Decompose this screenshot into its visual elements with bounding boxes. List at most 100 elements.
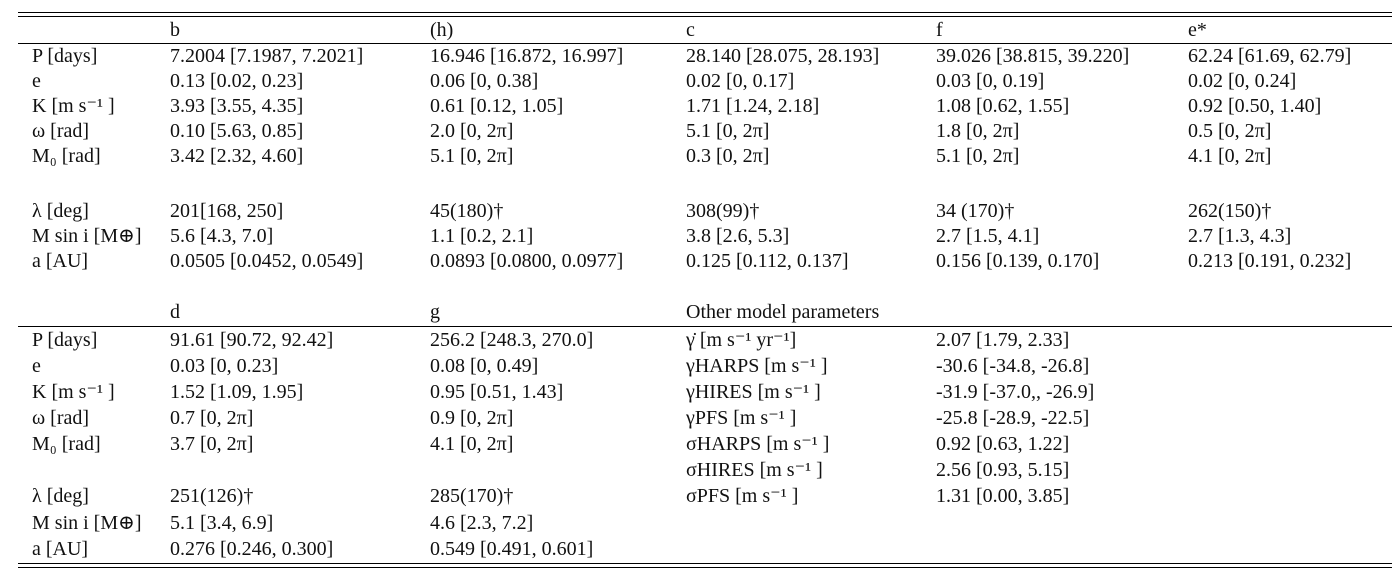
table-cell: 285(170)† [430,485,514,507]
table-cell: M₀ [rad] [32,145,101,167]
table-cell: 0.9 [0, 2π] [430,407,514,429]
table-cell: 0.08 [0, 0.49] [430,355,539,377]
table-cell: 0.95 [0.51, 1.43] [430,381,564,403]
table-cell: 1.8 [0, 2π] [936,120,1020,142]
table-top-rule-2 [18,16,1392,17]
table-cell: 1.08 [0.62, 1.55] [936,95,1070,117]
table-cell: σHIRES [m s⁻¹ ] [686,459,823,481]
table-cell: 0.03 [0, 0.19] [936,70,1045,92]
table-cell: γHARPS [m s⁻¹ ] [686,355,828,377]
table-top-rule [18,12,1392,13]
table-cell: 0.92 [0.63, 1.22] [936,433,1070,455]
table-cell: 28.140 [28.075, 28.193] [686,45,880,67]
table-cell: c [686,19,695,41]
table-cell: M sin i [M⊕] [32,225,142,247]
table-cell: 2.7 [1.3, 4.3] [1188,225,1292,247]
table-cell: 308(99)† [686,200,760,222]
table-cell: 91.61 [90.72, 92.42] [170,329,334,351]
table-cell: P [days] [32,45,98,67]
table-cell: 1.31 [0.00, 3.85] [936,485,1070,507]
table-cell: 3.42 [2.32, 4.60] [170,145,304,167]
table-cell: 34 (170)† [936,200,1015,222]
table-cell: e [32,70,41,92]
table-cell: σHARPS [m s⁻¹ ] [686,433,830,455]
table-cell: 0.92 [0.50, 1.40] [1188,95,1322,117]
table-cell: γ̇ [m s⁻¹ yr⁻¹] [686,329,797,351]
table-cell: -25.8 [-28.9, -22.5] [936,407,1090,429]
table-cell: 3.8 [2.6, 5.3] [686,225,790,247]
table-cell: 1.1 [0.2, 2.1] [430,225,534,247]
table-cell: g [430,301,440,323]
table-cell: 3.7 [0, 2π] [170,433,254,455]
table-cell: e [32,355,41,377]
table-cell: 0.0893 [0.0800, 0.0977] [430,250,624,272]
table-cell: a [AU] [32,250,89,272]
table-cell: 0.61 [0.12, 1.05] [430,95,564,117]
table-cell: 4.1 [0, 2π] [430,433,514,455]
table-cell: 5.1 [3.4, 6.9] [170,512,274,534]
table-cell: K [m s⁻¹ ] [32,381,115,403]
table-cell: b [170,19,180,41]
table-cell: d [170,301,180,323]
table-cell: 2.0 [0, 2π] [430,120,514,142]
table-cell: Other model parameters [686,301,880,323]
table-cell: 0.5 [0, 2π] [1188,120,1272,142]
table-cell: 0.125 [0.112, 0.137] [686,250,849,272]
table-cell: λ [deg] [32,200,89,222]
table-cell: 16.946 [16.872, 16.997] [430,45,624,67]
table-cell: 5.1 [0, 2π] [936,145,1020,167]
table-cell: 0.02 [0, 0.24] [1188,70,1297,92]
table-cell: 62.24 [61.69, 62.79] [1188,45,1352,67]
table-cell: 1.52 [1.09, 1.95] [170,381,304,403]
table-cell: γHIRES [m s⁻¹ ] [686,381,821,403]
table-cell: 0.3 [0, 2π] [686,145,770,167]
header-rule-2 [18,326,1392,327]
table-cell: γPFS [m s⁻¹ ] [686,407,797,429]
table-cell: 251(126)† [170,485,254,507]
table-cell: -30.6 [-34.8, -26.8] [936,355,1090,377]
table-cell: ω [rad] [32,407,90,429]
table-cell: e* [1188,19,1207,41]
table-cell: 0.13 [0.02, 0.23] [170,70,304,92]
table-cell: 0.549 [0.491, 0.601] [430,538,594,560]
table-bottom-rule-2 [18,567,1392,568]
table-cell: P [days] [32,329,98,351]
table-cell: 262(150)† [1188,200,1272,222]
table-cell: λ [deg] [32,485,89,507]
table-cell: 39.026 [38.815, 39.220] [936,45,1130,67]
table-cell: 4.6 [2.3, 7.2] [430,512,534,534]
table-cell: 0.03 [0, 0.23] [170,355,279,377]
table-bottom-rule [18,563,1392,564]
table-cell: 0.06 [0, 0.38] [430,70,539,92]
table-cell: 0.7 [0, 2π] [170,407,254,429]
table-cell: 0.156 [0.139, 0.170] [936,250,1100,272]
table-cell: 4.1 [0, 2π] [1188,145,1272,167]
table-cell: 0.213 [0.191, 0.232] [1188,250,1352,272]
table-cell: 2.07 [1.79, 2.33] [936,329,1070,351]
table-cell: 0.02 [0, 0.17] [686,70,795,92]
table-cell: (h) [430,19,454,41]
table-cell: a [AU] [32,538,89,560]
table-cell: 201[168, 250] [170,200,284,222]
table-cell: M₀ [rad] [32,433,101,455]
table-cell: 0.276 [0.246, 0.300] [170,538,334,560]
table-cell: -31.9 [-37.0,, -26.9] [936,381,1095,403]
table-cell: 5.1 [0, 2π] [430,145,514,167]
table-cell: K [m s⁻¹ ] [32,95,115,117]
table-cell: M sin i [M⊕] [32,512,142,534]
table-cell: 1.71 [1.24, 2.18] [686,95,820,117]
table-cell: 5.1 [0, 2π] [686,120,770,142]
table-cell: 45(180)† [430,200,504,222]
table-cell: 0.0505 [0.0452, 0.0549] [170,250,364,272]
table-cell: 7.2004 [7.1987, 7.2021] [170,45,364,67]
table-cell: 2.7 [1.5, 4.1] [936,225,1040,247]
table-cell: σPFS [m s⁻¹ ] [686,485,799,507]
table-cell: 3.93 [3.55, 4.35] [170,95,304,117]
table-cell: ω [rad] [32,120,90,142]
table-cell: 5.6 [4.3, 7.0] [170,225,274,247]
header-rule-1 [18,43,1392,44]
table-cell: 2.56 [0.93, 5.15] [936,459,1070,481]
table-cell: f [936,19,943,41]
table-cell: 256.2 [248.3, 270.0] [430,329,594,351]
table-cell: 0.10 [5.63, 0.85] [170,120,304,142]
